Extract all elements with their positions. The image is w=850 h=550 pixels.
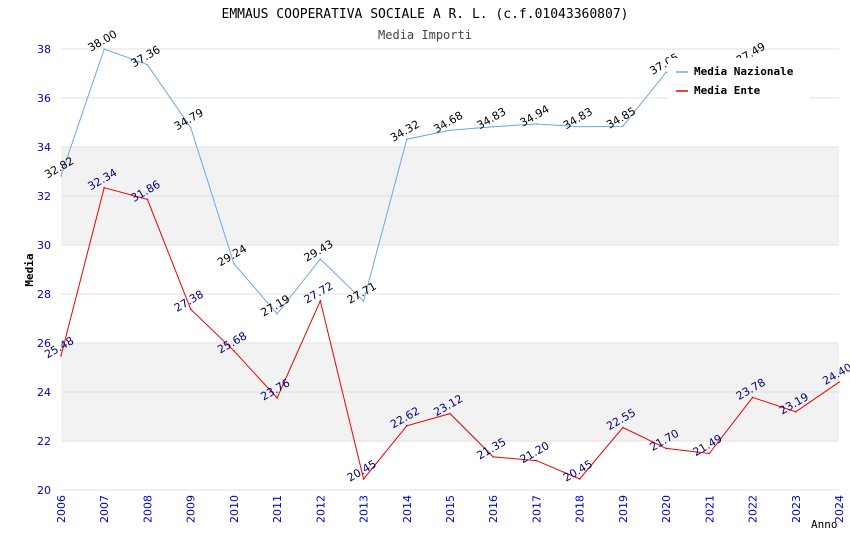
data-point [189, 308, 192, 310]
data-point [622, 426, 624, 429]
data-point [405, 138, 408, 140]
data-point [319, 300, 322, 302]
data-point [665, 447, 667, 450]
chart-subtitle: Media Importi [378, 28, 472, 42]
chart-title: EMMAUS COOPERATIVA SOCIALE A R. L. (c.f.… [222, 7, 629, 22]
data-point [492, 456, 495, 458]
x-tick-label: 2016 [487, 495, 500, 523]
x-tick-label: 2017 [530, 495, 543, 523]
data-point [578, 478, 581, 480]
y-tick-label: 20 [37, 484, 51, 497]
x-tick-label: 2008 [141, 495, 154, 523]
grid-band [61, 441, 839, 490]
data-point [449, 412, 451, 415]
data-point [578, 125, 581, 128]
x-tick-label: 2019 [617, 495, 630, 523]
x-tick-label: 2018 [574, 495, 587, 523]
data-point [665, 71, 667, 74]
data-point [449, 129, 451, 132]
y-tick-label: 30 [37, 239, 51, 252]
data-point [362, 300, 365, 302]
data-point [794, 411, 797, 413]
y-axis-ticks: 20 22 24 26 28 30 32 34 36 38 [37, 43, 51, 497]
x-tick-label: 2020 [660, 495, 673, 523]
x-tick-label: 2012 [314, 495, 327, 523]
x-tick-label: 2015 [444, 495, 457, 523]
grid-band [61, 392, 839, 441]
x-tick-label: 2022 [747, 495, 760, 523]
grid-band [61, 343, 839, 392]
series-line-media-nazionale [60, 48, 753, 315]
grid-band [61, 196, 839, 245]
y-tick-label: 34 [37, 141, 51, 154]
data-point [535, 459, 538, 462]
data-point [535, 123, 538, 125]
data-point [708, 452, 711, 455]
x-axis-label: Anno [811, 518, 838, 531]
x-tick-label: 2006 [55, 495, 68, 523]
y-axis-label: Media [23, 253, 36, 286]
data-point [622, 125, 624, 127]
y-tick-label: 38 [37, 43, 51, 56]
x-tick-label: 2013 [358, 495, 371, 523]
data-point [103, 48, 106, 50]
x-tick-label: 2009 [185, 495, 198, 523]
y-tick-label: 24 [37, 386, 51, 399]
grid-band [61, 245, 839, 294]
data-point [60, 175, 62, 177]
y-tick-label: 26 [37, 337, 51, 350]
x-axis-ticks: 2006 2007 2008 2009 2010 2011 2012 2013 2014 2015… [55, 495, 846, 523]
x-tick-label: 2023 [790, 495, 803, 523]
data-point [276, 397, 278, 399]
data-point [146, 198, 149, 201]
data-point [405, 425, 408, 427]
data-point [103, 186, 106, 189]
x-tick-label: 2010 [228, 495, 241, 523]
data-point [838, 381, 840, 384]
y-tick-label: 28 [37, 288, 51, 301]
grid-band [61, 294, 839, 343]
grid-band [61, 98, 839, 147]
data-point [233, 262, 235, 265]
y-tick-label: 22 [37, 435, 51, 448]
data-point [492, 125, 495, 128]
x-tick-label: 2011 [271, 495, 284, 523]
data-point [189, 126, 192, 129]
legend: Media Nazionale Media Ente [668, 58, 810, 102]
x-tick-label: 2024 [833, 495, 846, 523]
data-point [319, 258, 322, 260]
grid-bands [61, 48, 839, 491]
data-point [60, 354, 62, 357]
data-point [362, 478, 365, 480]
legend-label-media-ente: Media Ente [694, 84, 761, 97]
y-tick-label: 36 [37, 92, 51, 105]
data-point [146, 63, 149, 66]
grid-band [61, 147, 839, 196]
data-point [276, 313, 278, 315]
x-tick-label: 2014 [401, 495, 414, 523]
data-point [233, 350, 235, 352]
data-point [751, 396, 754, 399]
x-tick-label: 2007 [98, 495, 111, 523]
x-tick-label: 2021 [703, 495, 716, 523]
series-lines [60, 48, 840, 481]
legend-label-media-nazionale: Media Nazionale [694, 65, 794, 78]
legend-box [668, 58, 810, 102]
y-tick-label: 32 [37, 190, 51, 203]
